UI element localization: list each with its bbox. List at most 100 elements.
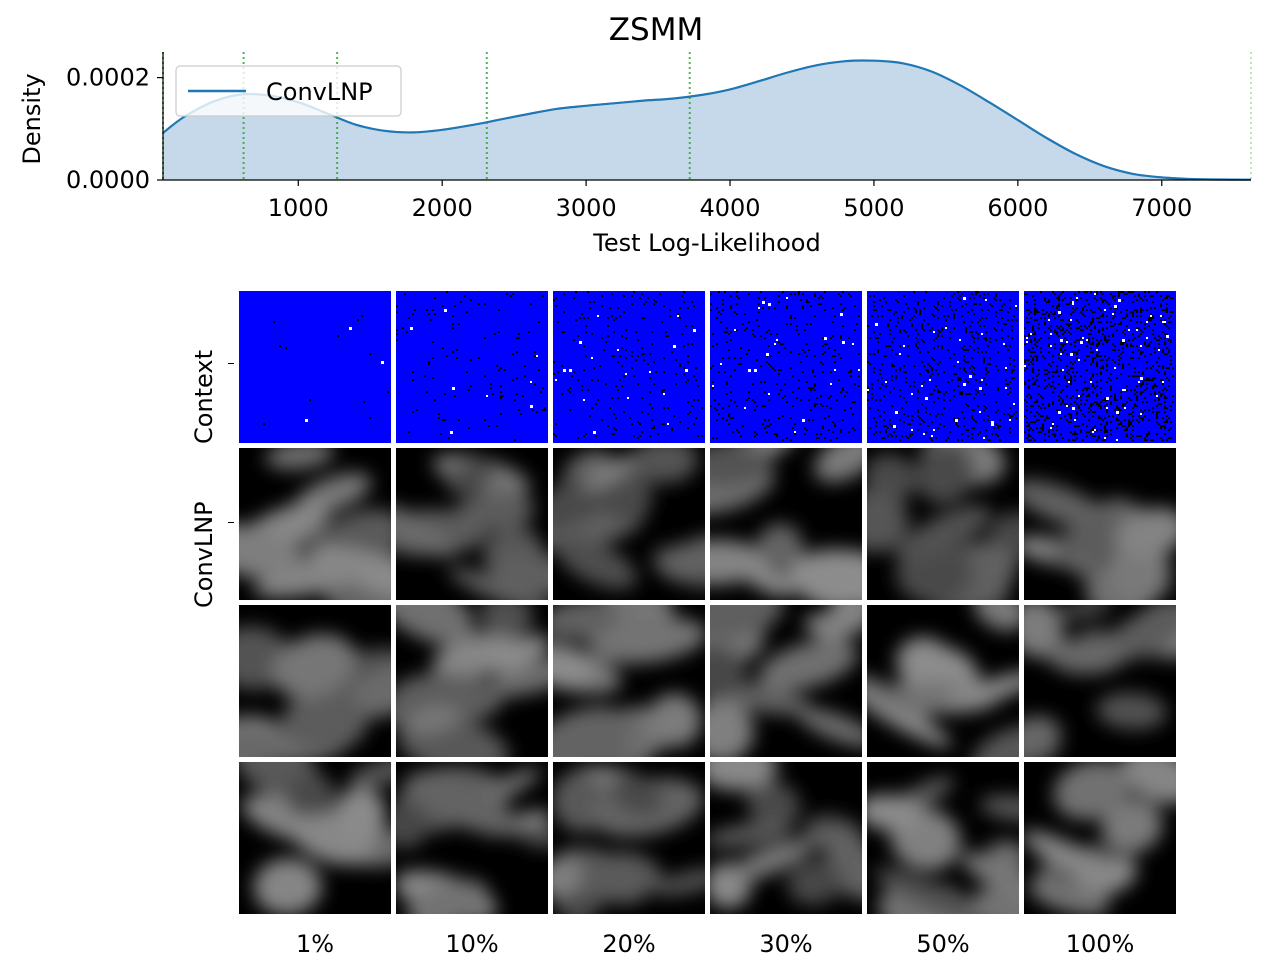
context-pixel [899,419,901,421]
context-pixel [1088,431,1090,433]
context-pixel [967,393,969,395]
context-pixel [814,293,816,295]
context-pixel [1050,427,1052,429]
context-pixel [810,387,812,389]
context-pixel [764,427,766,429]
context-pixel [1044,323,1046,325]
context-pixel [1128,329,1130,331]
context-pixel [768,307,770,309]
context-pixel [975,303,977,305]
context-pixel [832,335,834,337]
context-pixel [665,331,667,333]
context-pixel [1068,331,1070,333]
context-pixel [1164,309,1166,311]
context-pixel [1026,321,1028,323]
context-pixel [1114,361,1116,363]
context-pixel [768,419,770,421]
context-pixel [770,333,772,335]
context-pixel [1080,329,1082,331]
context-pixel [617,307,619,309]
context-pixel [973,427,975,429]
context-digit-pixel [452,387,455,390]
context-pixel [1116,439,1118,441]
context-pixel [971,293,973,295]
context-background [396,291,548,443]
context-pixel [758,311,760,313]
context-pixel [446,355,448,357]
context-pixel [1166,309,1168,311]
context-pixel [1122,299,1124,301]
context-pixel [728,333,730,335]
context-pixel [899,395,901,397]
sample-blob [484,657,548,697]
context-pixel [766,331,768,333]
context-pixel [824,343,826,345]
context-pixel [1086,369,1088,371]
context-pixel [653,383,655,385]
context-pixel [931,313,933,315]
context-pixel [937,427,939,429]
context-pixel [1144,437,1146,439]
context-pixel [887,325,889,327]
context-pixel [720,363,722,365]
context-digit-pixel [748,369,751,372]
context-pixel [1124,403,1126,405]
context-pixel [1166,421,1168,423]
context-digit-pixel [410,327,413,330]
context-pixel [1074,361,1076,363]
x-tick-label: 5000 [843,194,904,222]
context-pixel [1130,399,1132,401]
context-pixel [889,333,891,335]
context-pixel [689,411,691,413]
context-pixel [448,437,450,439]
context-pixel [915,329,917,331]
context-pixel [1062,327,1064,329]
context-pixel [1082,337,1084,339]
context-pixel [657,433,659,435]
context-pixel [1028,335,1030,337]
context-pixel [852,413,854,415]
context-pixel [1078,321,1080,323]
context-pixel [1106,359,1108,361]
context-digit-pixel [450,431,453,434]
context-pixel [1034,439,1036,441]
x-ticks: 1000 2000 3000 4000 5000 6000 7000 [268,180,1192,222]
context-pixel [1040,347,1042,349]
context-pixel [583,369,585,371]
context-pixel [1042,427,1044,429]
context-pixel [983,377,985,379]
context-pixel [1134,371,1136,373]
context-pixel [1092,361,1094,363]
context-pixel [830,395,832,397]
context-pixel [1058,409,1060,411]
context-pixel [555,423,557,425]
context-pixel [1044,317,1046,319]
context-pixel [583,345,585,347]
context-pixel [675,373,677,375]
context-pixel [697,435,699,437]
context-pixel [1048,435,1050,437]
context-pixel [840,429,842,431]
context-pixel [1146,337,1148,339]
context-pixel [742,323,744,325]
context-pixel [1009,415,1011,417]
context-digit-pixel [1072,407,1075,410]
context-pixel [977,321,979,323]
context-pixel [667,407,669,409]
context-pixel [603,349,605,351]
context-pixel [1090,333,1092,335]
context-pixel [798,379,800,381]
context-pixel [1048,351,1050,353]
context-pixel [782,397,784,399]
context-pixel [1076,297,1078,299]
context-pixel [1078,339,1080,341]
context-pixel [1026,317,1028,319]
context-pixel [675,359,677,361]
sample-blob [271,633,357,699]
context-pixel [1056,439,1058,441]
context-pixel [1090,403,1092,405]
context-pixel [812,419,814,421]
context-pixel [1132,291,1134,293]
context-pixel [1168,339,1170,341]
context-background [239,291,391,443]
